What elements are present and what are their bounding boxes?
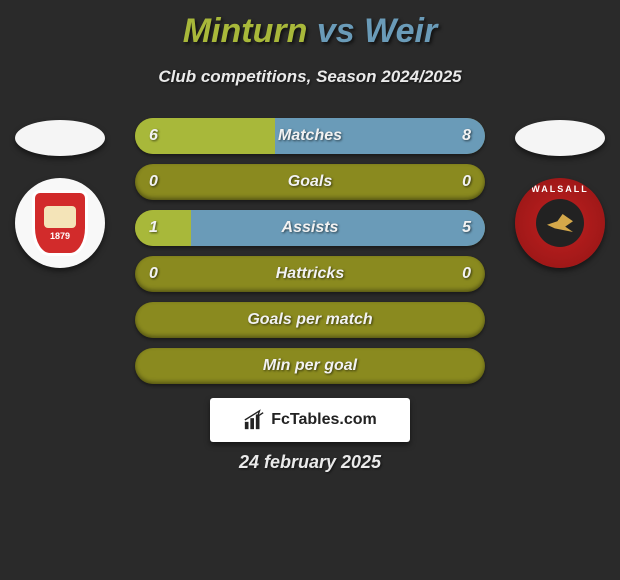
stat-bar: Goals per match [135, 302, 485, 338]
club-name-right: WALSALL [515, 184, 605, 194]
vs-label: vs [317, 12, 355, 50]
stat-bar: Matches 6 8 [135, 118, 485, 154]
stat-bar: Hattricks 0 0 [135, 256, 485, 292]
player1-panel: 1879 [10, 120, 110, 280]
stat-value-right: 8 [462, 127, 471, 145]
brand-badge[interactable]: FcTables.com [210, 398, 410, 442]
brand-text: FcTables.com [271, 411, 377, 429]
stat-value-right: 5 [462, 219, 471, 237]
player1-club-logo: 1879 [15, 178, 105, 268]
stat-label: Min per goal [263, 357, 357, 375]
stat-label: Hattricks [276, 265, 344, 283]
page-title: Minturn vs Weir [0, 0, 620, 51]
stat-label: Goals [288, 173, 332, 191]
player2-avatar [515, 120, 605, 156]
inner-circle [536, 199, 584, 247]
date-label: 24 february 2025 [0, 452, 620, 473]
bird-icon [547, 214, 573, 232]
player1-avatar [15, 120, 105, 156]
brand-logo-icon [243, 409, 265, 431]
shield-icon: 1879 [32, 190, 88, 256]
stat-value-left: 0 [149, 265, 158, 283]
stat-value-left: 1 [149, 219, 158, 237]
subtitle: Club competitions, Season 2024/2025 [0, 67, 620, 87]
stat-value-left: 6 [149, 127, 158, 145]
stat-bar: Min per goal [135, 348, 485, 384]
club-year: 1879 [50, 231, 70, 241]
player1-name: Minturn [183, 12, 308, 50]
stat-label: Goals per match [247, 311, 372, 329]
stat-bar: Assists 1 5 [135, 210, 485, 246]
stat-bar: Goals 0 0 [135, 164, 485, 200]
player2-panel: WALSALL [510, 120, 610, 280]
stat-label: Assists [282, 219, 339, 237]
stat-value-right: 0 [462, 265, 471, 283]
stat-value-right: 0 [462, 173, 471, 191]
stat-value-left: 0 [149, 173, 158, 191]
stat-label: Matches [278, 127, 342, 145]
player2-club-logo: WALSALL [515, 178, 605, 268]
player2-name: Weir [364, 12, 437, 50]
stat-bar-left-fill [135, 210, 191, 246]
stats-bars: Matches68Goals00Assists15Hattricks00Goal… [135, 118, 485, 394]
